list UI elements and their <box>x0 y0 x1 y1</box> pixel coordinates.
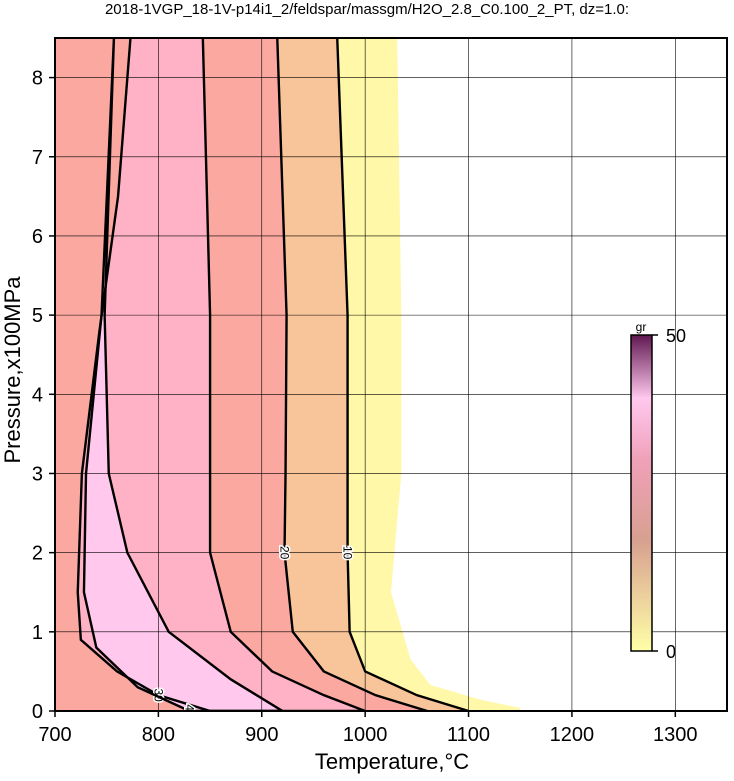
colorbar-tick-label: 0 <box>666 642 676 662</box>
colorbar-label: gr <box>636 320 647 334</box>
y-tick-label: 6 <box>32 226 43 248</box>
contour-label: 40 <box>182 704 196 718</box>
contour-line <box>276 38 428 711</box>
y-tick-label: 5 <box>32 305 43 327</box>
colorbar-tick-label: 50 <box>666 326 686 346</box>
plot-frame <box>54 37 728 712</box>
contour-label: 10 <box>341 546 355 560</box>
x-tick-label: 1100 <box>447 724 490 746</box>
colorbar <box>630 334 653 652</box>
y-axis-label: Pressure,x100MPa <box>0 276 25 464</box>
x-axis-label: Temperature,°C <box>315 749 469 774</box>
y-tick-label: 2 <box>32 543 43 565</box>
colorbar-labels: gr 0 50 <box>636 320 686 662</box>
contour-fill <box>77 38 366 711</box>
y-tick-label: 7 <box>32 147 43 169</box>
y-tick-label: 4 <box>32 384 43 406</box>
contour-line <box>336 38 469 711</box>
contour-label: 20 <box>278 546 292 560</box>
contour-fill <box>83 38 283 711</box>
y-tick-label: 0 <box>32 701 43 723</box>
y-tick-label: 3 <box>32 463 43 485</box>
x-tick-label: 1000 <box>343 724 388 746</box>
y-tick-label: 1 <box>32 622 43 644</box>
x-tick-label: 800 <box>142 724 175 746</box>
contour-line <box>82 38 285 711</box>
x-tick-label: 1200 <box>550 724 595 746</box>
axes: 700 800 900 1000 1100 1200 1300 0 1 2 3 4 5 6 7 8 <box>32 68 698 746</box>
x-tick-label: 1300 <box>653 724 698 746</box>
contour-line <box>76 38 366 711</box>
x-tick-label: 700 <box>38 724 71 746</box>
chart-title: 2018-1VGP_18-1V-p14i1_2/feldspar/massgm/… <box>105 1 629 18</box>
x-tick-label: 900 <box>245 724 278 746</box>
y-tick-label: 8 <box>32 68 43 90</box>
